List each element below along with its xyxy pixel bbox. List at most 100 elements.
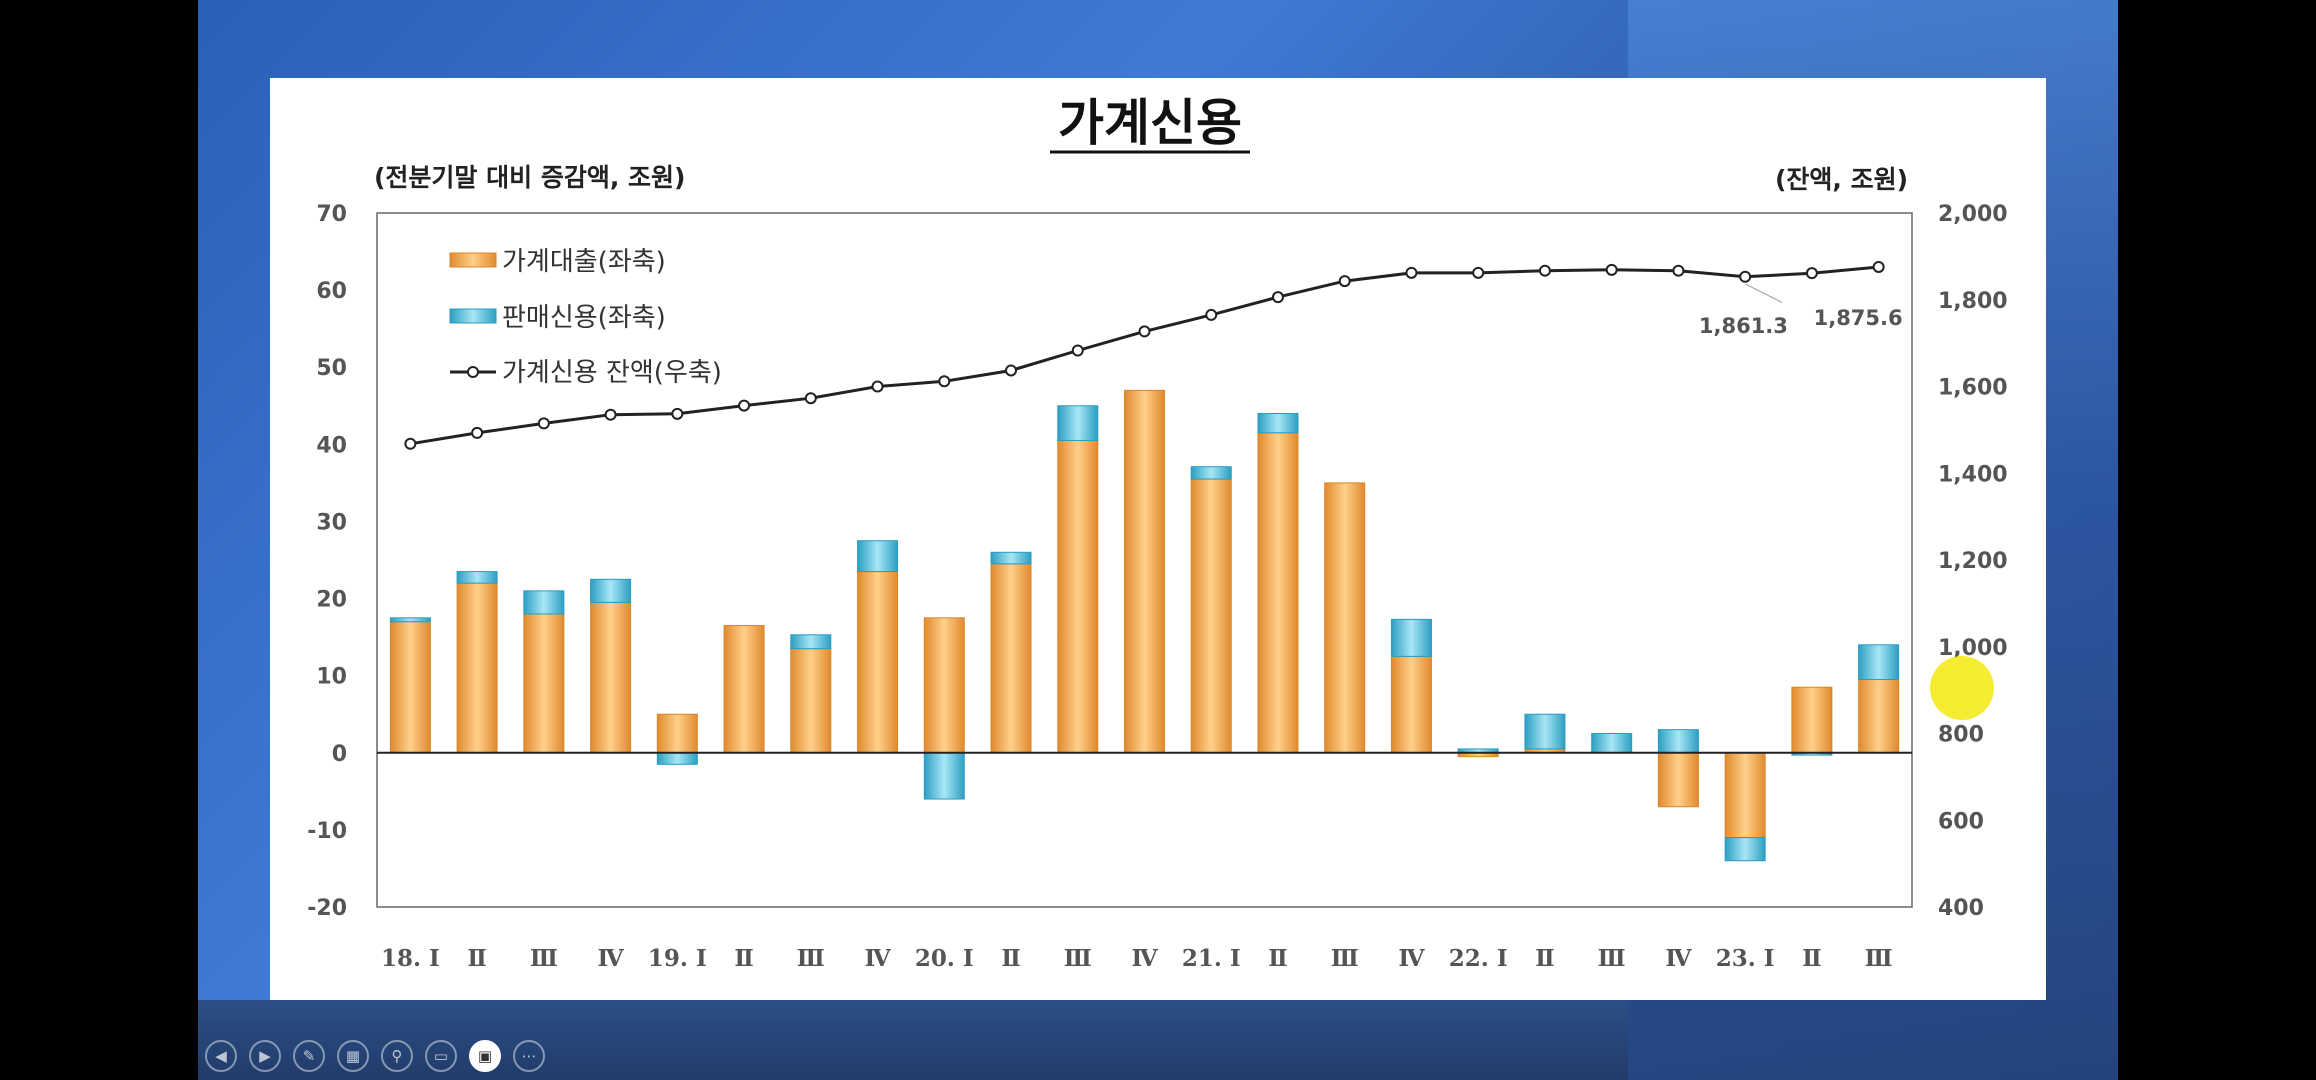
sales-credit-bar: [456, 571, 498, 584]
left-tick-label: 30: [316, 510, 347, 535]
category-label: Ⅲ: [1598, 945, 1626, 972]
camera-icon[interactable]: ▣: [469, 1040, 501, 1072]
right-tick-label: 800: [1938, 723, 1984, 748]
sales-credit-bar: [790, 634, 832, 650]
balance-point: [471, 426, 484, 439]
sales-credit-bar: [990, 551, 1032, 565]
slides-icon[interactable]: ▦: [337, 1040, 369, 1072]
category-label: Ⅱ: [1268, 945, 1287, 972]
household-loan-bar: [389, 621, 431, 754]
balance-point: [671, 407, 684, 420]
right-tick-label: 400: [1938, 896, 1984, 921]
balance-point: [1138, 325, 1151, 338]
data-label: 1,861.3: [1699, 314, 1788, 338]
sales-credit-bar: [389, 617, 431, 623]
prev-icon[interactable]: ◀: [205, 1040, 237, 1072]
household-loan-bar: [1657, 752, 1699, 808]
pen-icon[interactable]: ✎: [293, 1040, 325, 1072]
balance-point: [1805, 267, 1818, 280]
sales-credit-bar: [1724, 837, 1766, 862]
chart-title: 가계신용: [1058, 94, 1242, 152]
legend-marker-balance: [467, 366, 479, 378]
category-label: 23. Ⅰ: [1716, 945, 1775, 972]
balance-point: [1071, 344, 1084, 357]
category-label: Ⅳ: [1398, 945, 1425, 972]
slideshow-toolbar: ◀ ▶ ✎ ▦ ⚲ ▭ ▣ ⋯: [205, 1040, 545, 1074]
balance-point: [1739, 270, 1752, 283]
left-tick-label: 50: [316, 356, 347, 381]
balance-point: [604, 408, 617, 421]
category-label: 21. Ⅰ: [1182, 945, 1241, 972]
presentation-slide: 가계신용 (전분기말 대비 증감액, 조원) (잔액, 조원) 70 60 50 40…: [270, 78, 2046, 1000]
balance-point: [1005, 364, 1018, 377]
household-loan-bar: [1057, 439, 1099, 754]
category-label: Ⅳ: [598, 945, 625, 972]
balance-point: [804, 392, 817, 405]
left-tick-label: 60: [316, 279, 347, 304]
household-loan-bar: [1791, 686, 1833, 754]
sales-credit-bar: [857, 540, 899, 573]
household-loan-bar: [990, 563, 1032, 754]
plot-area: 70 60 50 40 30 20 10 0 -10 -20 2,000 1,800 1,600 1,40…: [307, 202, 2007, 972]
household-loan-bar: [1858, 679, 1900, 754]
right-tick-label: 600: [1938, 809, 1984, 834]
household-loan-bar: [923, 617, 965, 754]
sales-credit-bar: [1524, 713, 1566, 750]
sales-credit-bar: [1390, 618, 1432, 657]
balance-point: [1472, 266, 1485, 279]
left-tick-label: 70: [316, 202, 347, 227]
household-loan-bar: [1190, 478, 1232, 754]
left-tick-label: 0: [332, 742, 347, 767]
balance-point: [1205, 308, 1218, 321]
balance-point: [1271, 291, 1284, 304]
right-tick-label: 1,600: [1938, 376, 2008, 401]
plot-frame: [376, 212, 1913, 908]
laser-pointer-highlight: [1930, 656, 1994, 720]
left-tick-label: 40: [316, 433, 347, 458]
household-loan-bar: [1124, 389, 1165, 754]
sales-credit-bar: [1591, 733, 1633, 754]
household-loan-bar: [1324, 482, 1366, 754]
household-loan-bar: [790, 648, 832, 754]
legend-swatch-household-loan: [449, 252, 497, 268]
category-label: Ⅱ: [734, 945, 753, 972]
left-tick-label: 10: [316, 665, 347, 690]
right-tick-label: 2,000: [1938, 202, 2008, 227]
left-axis-caption: (전분기말 대비 증감액, 조원): [374, 163, 685, 192]
balance-point: [871, 380, 884, 393]
left-tick-label: -10: [307, 819, 347, 844]
right-tick-label: 1,000: [1938, 636, 2008, 661]
balance-point: [1405, 266, 1418, 279]
sales-credit-bar: [1257, 412, 1299, 434]
legend-label: 가계신용 잔액(우축): [502, 358, 722, 388]
subtitles-icon[interactable]: ▭: [425, 1040, 457, 1072]
right-tick-label: 1,800: [1938, 289, 2008, 314]
category-label: Ⅳ: [1665, 945, 1692, 972]
household-loan-bar: [656, 713, 698, 754]
data-label-leader: [1744, 283, 1783, 303]
balance-point: [1338, 275, 1351, 288]
data-label: 1,875.6: [1814, 306, 1903, 330]
household-loan-bar: [523, 613, 565, 754]
sales-credit-bar: [590, 578, 632, 603]
category-label: Ⅲ: [1865, 945, 1893, 972]
category-label: 22. Ⅰ: [1449, 945, 1508, 972]
household-loan-bar: [1390, 655, 1432, 754]
category-label: 18. Ⅰ: [381, 945, 440, 972]
right-tick-label: 1,200: [1938, 549, 2008, 574]
right-tick-label: 1,400: [1938, 462, 2008, 487]
balance-point: [1538, 264, 1551, 277]
category-label: Ⅳ: [1131, 945, 1158, 972]
sales-credit-bar: [1657, 729, 1699, 754]
sales-credit-bar: [523, 590, 565, 615]
category-label: Ⅲ: [530, 945, 558, 972]
next-icon[interactable]: ▶: [249, 1040, 281, 1072]
more-icon[interactable]: ⋯: [513, 1040, 545, 1072]
balance-point: [938, 375, 951, 388]
category-label: Ⅱ: [1001, 945, 1020, 972]
balance-point: [1672, 264, 1685, 277]
zoom-icon[interactable]: ⚲: [381, 1040, 413, 1072]
balance-point: [738, 399, 751, 412]
category-label: 19. Ⅰ: [648, 945, 707, 972]
category-label: Ⅲ: [1064, 945, 1092, 972]
